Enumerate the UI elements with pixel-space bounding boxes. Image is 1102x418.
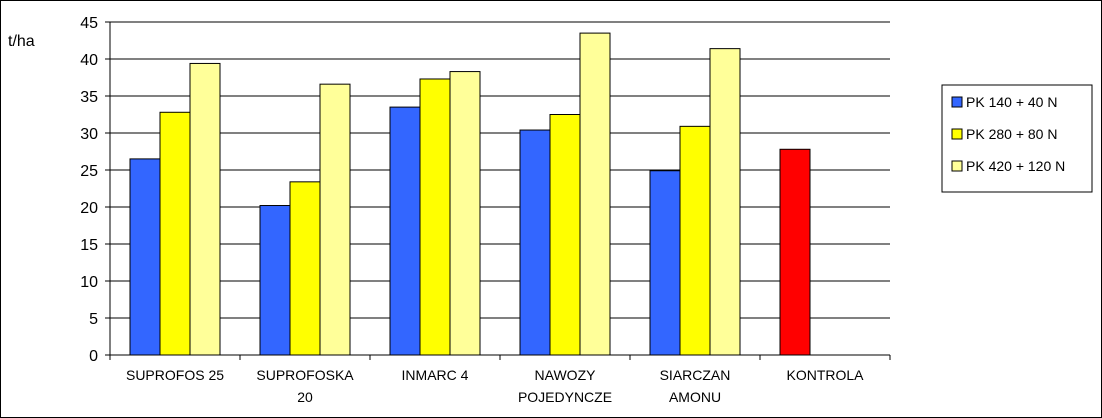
- bar-pk-140-40-n-4: [649, 170, 681, 356]
- y-tick-label: 35: [80, 89, 98, 106]
- bar-pk-420-120-n-4: [709, 48, 741, 356]
- y-tick-label: 25: [80, 163, 98, 180]
- bar-kontrola: [779, 148, 811, 356]
- bar-pk-280-80-n-1: [289, 181, 321, 356]
- y-tick-label: 5: [89, 311, 98, 328]
- bar-pk-280-80-n-4: [679, 125, 711, 356]
- y-tick-label: 30: [80, 126, 98, 143]
- bar-pk-140-40-n-0: [129, 158, 161, 356]
- bar-pk-420-120-n-3: [579, 32, 611, 356]
- bar-pk-420-120-n-0: [189, 62, 221, 356]
- legend-label: PK 140 + 40 N: [966, 94, 1057, 110]
- legend-swatch: [951, 160, 963, 172]
- y-axis-label: t/ha: [8, 33, 35, 50]
- bar-pk-420-120-n-2: [449, 71, 481, 356]
- y-tick-label: 40: [80, 52, 98, 69]
- x-category-label: SUPROFOS 25: [126, 367, 224, 383]
- x-category-label: NAWOZY POJEDYNCZE: [518, 367, 612, 405]
- x-category-label: SUPROFOSKA 20: [256, 367, 354, 405]
- legend-label: PK 420 + 120 N: [966, 158, 1065, 174]
- legend: PK 140 + 40 N PK 280 + 80 N PK 420 + 120 N: [941, 84, 1093, 193]
- legend-swatch: [951, 128, 963, 140]
- legend-box: [941, 84, 1093, 193]
- bar-pk-420-120-n-1: [319, 83, 351, 356]
- legend-label: PK 280 + 80 N: [966, 126, 1057, 142]
- bar-pk-280-80-n-2: [419, 78, 451, 356]
- x-category-label: SIARCZAN AMONU: [660, 367, 731, 405]
- bar-pk-140-40-n-1: [259, 205, 291, 356]
- bars: [129, 32, 811, 356]
- legend-swatch: [951, 96, 963, 108]
- gridlines: [110, 21, 890, 319]
- y-tick-label: 20: [80, 200, 98, 217]
- y-tick-label: 10: [80, 274, 98, 291]
- bar-pk-280-80-n-3: [549, 114, 581, 356]
- bar-pk-280-80-n-0: [159, 111, 191, 356]
- bar-pk-140-40-n-3: [519, 129, 551, 356]
- y-tick-label: 0: [89, 348, 98, 365]
- x-category-label: INMARC 4: [402, 367, 469, 383]
- y-tick-label: 15: [80, 237, 98, 254]
- x-axis-categories: SUPROFOS 25 SUPROFOSKA 20 INMARC 4 NAWOZY POJ…: [109, 355, 891, 405]
- y-tick-label: 45: [80, 15, 98, 32]
- y-axis-ticks: 0 5 10 15 20 25 30 35 40 45: [80, 15, 110, 365]
- bar-pk-140-40-n-2: [389, 106, 421, 356]
- x-category-label: KONTROLA: [786, 367, 864, 383]
- plot-area: [110, 22, 890, 355]
